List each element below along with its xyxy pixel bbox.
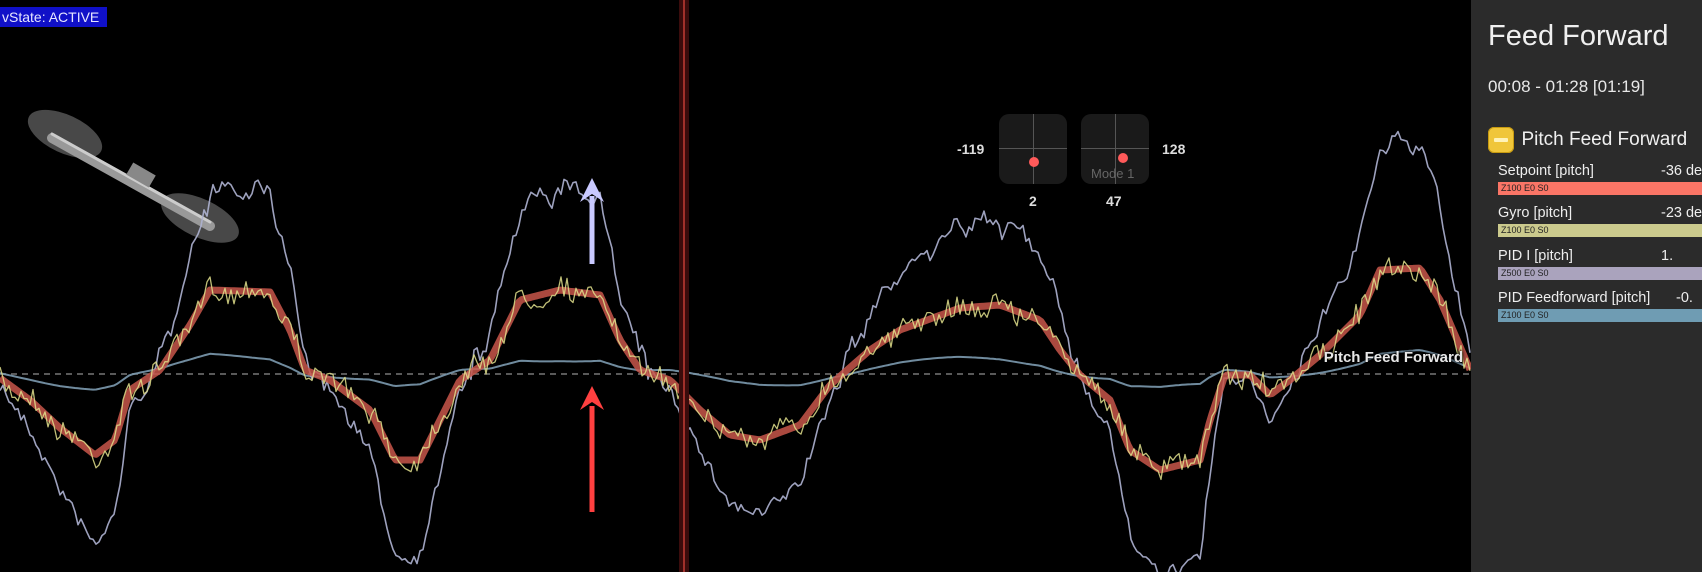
- field-label: PID I [pitch]: [1498, 248, 1573, 264]
- right-stick-box: Mode 1: [1081, 114, 1149, 184]
- craft-model-icon: [27, 109, 239, 243]
- group-label: Pitch Feed Forward: [1521, 129, 1688, 150]
- right-stick-side-value: 128: [1162, 141, 1186, 157]
- stick-mode-label: Mode 1: [1091, 166, 1135, 181]
- pid-i-trace: [0, 130, 1471, 572]
- arrow-up-red-icon: [580, 386, 604, 512]
- left-stick-box: [999, 114, 1067, 184]
- arrow-up-light-icon: [580, 178, 604, 264]
- field-bar: Z100 E0 S0: [1498, 182, 1702, 195]
- feedforward-trace: [0, 349, 1471, 391]
- field-scale: Z100 E0 S0: [1501, 225, 1549, 235]
- state-badge: vState: ACTIVE: [0, 7, 108, 27]
- time-range: 00:08 - 01:28 [01:19]: [1488, 77, 1645, 96]
- group-header[interactable]: Pitch Feed Forward: [1488, 127, 1687, 153]
- field-scale: Z100 E0 S0: [1501, 183, 1549, 193]
- setpoint-trace: [0, 264, 1471, 474]
- field-scale: Z100 E0 S0: [1501, 310, 1549, 320]
- collapse-icon[interactable]: [1488, 127, 1514, 153]
- field-label: Gyro [pitch]: [1498, 205, 1573, 221]
- field-value: -23 de: [1661, 205, 1702, 221]
- left-stick-dot: [1029, 157, 1039, 167]
- left-stick-bottom-value: 2: [1029, 193, 1037, 209]
- field-scale: Z500 E0 S0: [1501, 268, 1549, 278]
- left-stick-side-value: -119: [957, 141, 985, 157]
- graph-canvas[interactable]: [0, 0, 1471, 572]
- panel-title: Feed Forward: [1488, 20, 1669, 52]
- field-label: PID Feedforward [pitch]: [1498, 290, 1651, 306]
- field-label: Setpoint [pitch]: [1498, 163, 1594, 179]
- right-stick-dot: [1118, 153, 1128, 163]
- field-value: -0.: [1676, 290, 1693, 306]
- gyro-trace: [0, 257, 1471, 481]
- trace-group: [0, 130, 1471, 572]
- side-panel: Feed Forward 00:08 - 01:28 [01:19] Pitch…: [1471, 0, 1702, 572]
- right-stick-bottom-value: 47: [1106, 193, 1122, 209]
- field-bar: Z500 E0 S0: [1498, 267, 1702, 280]
- field-bar: Z100 E0 S0: [1498, 309, 1702, 322]
- field-bar: Z100 E0 S0: [1498, 224, 1702, 237]
- graph-area[interactable]: vState: ACTIVE -119 2 Mode 1 128 47 Pitc…: [0, 0, 1471, 572]
- field-value: 1.: [1661, 248, 1674, 264]
- series-overlay-label: Pitch Feed Forward: [1323, 349, 1463, 366]
- field-value: -36 de: [1661, 163, 1702, 179]
